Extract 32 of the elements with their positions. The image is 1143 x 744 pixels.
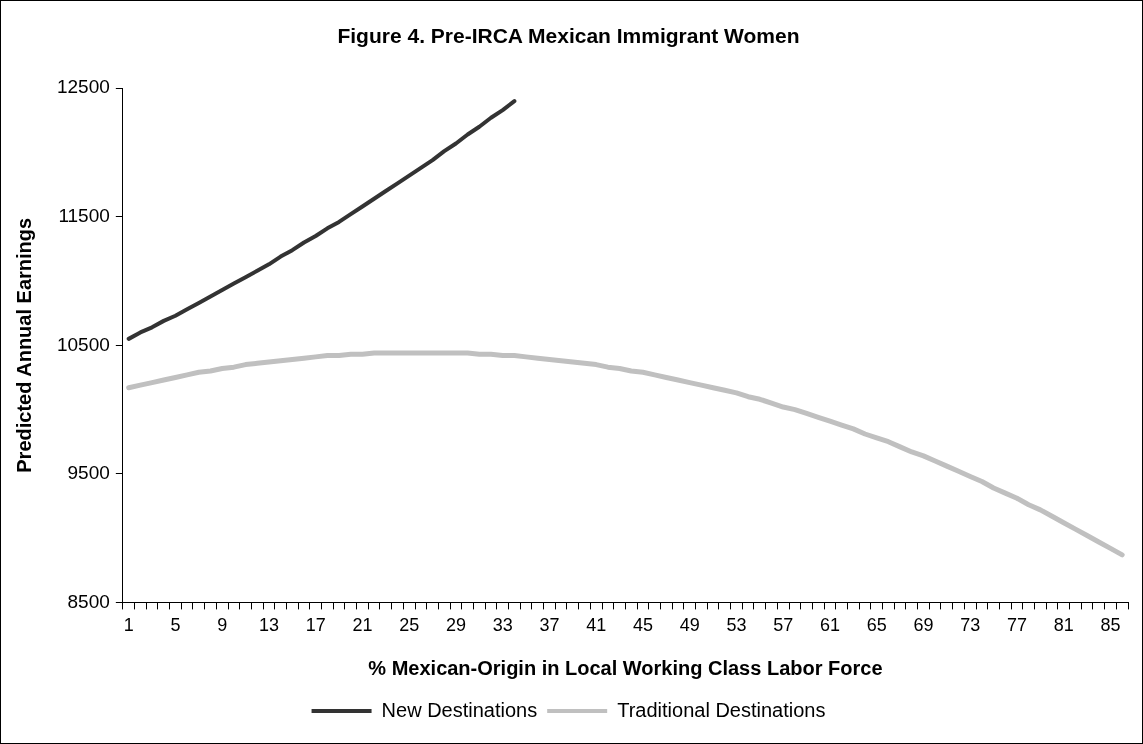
y-axis-title: Predicted Annual Earnings [12, 217, 35, 473]
legend-label: New Destinations [381, 698, 538, 721]
y-tick-label: 8500 [67, 590, 110, 612]
y-tick-label: 10500 [56, 333, 110, 355]
x-tick-label: 69 [913, 615, 934, 636]
x-tick-label: 17 [305, 615, 326, 636]
chart-title: Figure 4. Pre-IRCA Mexican Immigrant Women [337, 24, 800, 48]
x-tick-label: 81 [1053, 615, 1074, 636]
x-tick-label: 65 [866, 615, 887, 636]
x-tick-label: 29 [445, 615, 466, 636]
x-tick-label: 45 [632, 615, 653, 636]
y-tick-label: 11500 [58, 204, 110, 226]
x-tick-label: 21 [352, 615, 373, 636]
x-tick-label: 73 [960, 615, 981, 636]
x-tick-label: 37 [539, 615, 560, 636]
x-tick-label: 53 [726, 615, 747, 636]
x-tick-label: 25 [399, 615, 420, 636]
x-tick-label: 1 [123, 615, 134, 636]
x-tick-label: 85 [1100, 615, 1121, 636]
x-tick-label: 33 [492, 615, 513, 636]
x-tick-label: 9 [217, 615, 228, 636]
x-tick-label: 5 [170, 615, 181, 636]
x-tick-label: 13 [258, 615, 279, 636]
x-tick-label: 49 [679, 615, 700, 636]
y-tick-label: 12500 [56, 76, 110, 98]
x-tick-label: 77 [1006, 615, 1027, 636]
legend-label: Traditional Destinations [617, 698, 826, 721]
y-tick-label: 9500 [67, 462, 110, 484]
x-tick-label: 57 [773, 615, 794, 636]
x-tick-label: 61 [819, 615, 840, 636]
x-tick-label: 41 [586, 615, 607, 636]
x-axis-title: % Mexican-Origin in Local Working Class Labor Force [368, 656, 883, 679]
